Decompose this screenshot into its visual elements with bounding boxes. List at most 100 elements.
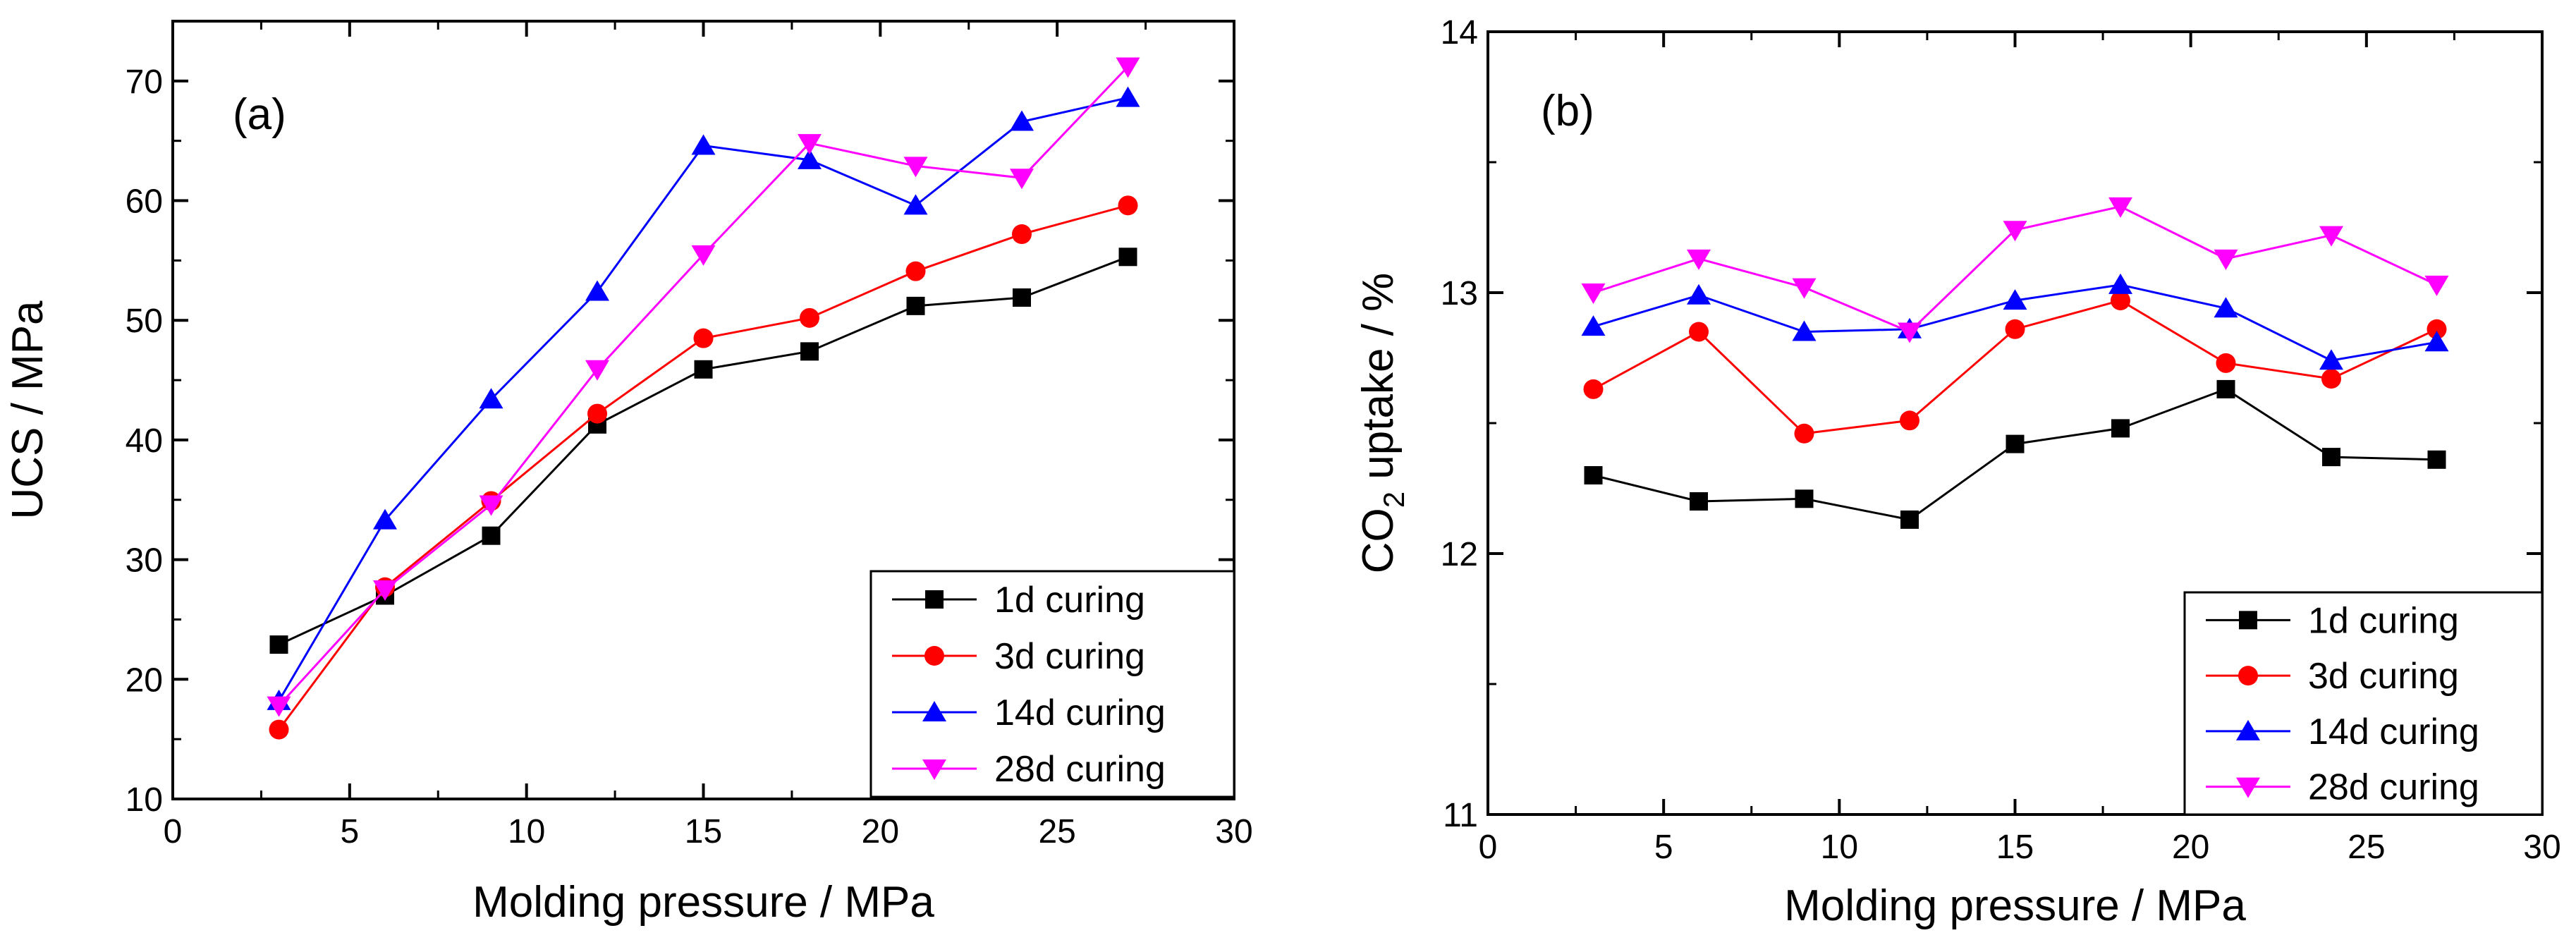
data-point <box>1795 489 1814 508</box>
legend-label: 14d curing <box>994 692 1166 733</box>
data-point <box>1583 379 1604 399</box>
y-tick-label: 11 <box>1443 797 1478 834</box>
legend-label: 3d curing <box>994 636 1145 677</box>
data-point <box>2216 353 2236 373</box>
legend-item: 28d curing <box>892 749 1166 790</box>
data-point <box>373 508 397 530</box>
data-point <box>800 342 819 361</box>
data-point <box>1012 224 1032 245</box>
data-point <box>903 157 928 178</box>
y-axis-label: UCS / MPa <box>4 300 52 520</box>
x-tick-label: 10 <box>508 813 545 850</box>
data-point <box>1010 110 1034 131</box>
panel-a: 0 5 10 15 20 25 30 10 20 30 40 50 60 70 Molding pressu… <box>4 20 1253 927</box>
y-axis-label-main: CO <box>1354 508 1403 573</box>
data-point <box>2319 349 2343 370</box>
data-point <box>800 307 819 328</box>
data-point <box>1690 492 1708 511</box>
data-point <box>2427 319 2447 339</box>
legend-item: 3d curing <box>892 636 1145 677</box>
data-point <box>1584 466 1603 484</box>
panel-b: 0 5 10 15 20 25 30 11 12 13 14 Molding pressure / M… <box>1354 14 2561 930</box>
series-14d-curing <box>1581 273 2449 370</box>
x-tick-label: 0 <box>1479 829 1498 866</box>
x-tick-label: 20 <box>862 813 899 850</box>
data-point <box>2216 379 2235 398</box>
data-point <box>2003 221 2027 242</box>
data-point <box>1013 288 1031 307</box>
y-tick-label: 40 <box>126 422 163 460</box>
x-axis-label: Molding pressure / MPa <box>1784 881 2246 930</box>
data-point <box>2427 450 2446 469</box>
data-point <box>905 261 926 281</box>
data-point <box>2214 249 2238 270</box>
y-tick-label: 60 <box>126 183 163 221</box>
y-axis-label-rest: uptake / % <box>1354 273 1403 492</box>
data-point <box>2321 369 2341 389</box>
data-point <box>2424 275 2449 296</box>
legend-marker <box>2236 719 2260 740</box>
legend-label: 28d curing <box>994 749 1166 790</box>
legend-marker <box>2239 611 2257 630</box>
data-point <box>2322 448 2340 467</box>
x-tick-label: 15 <box>1996 829 2034 866</box>
y-tick-label: 10 <box>126 781 163 819</box>
data-point <box>1010 169 1034 190</box>
data-point <box>1900 410 1919 431</box>
data-point <box>269 719 289 740</box>
x-tick-label: 30 <box>2523 829 2560 866</box>
data-point <box>798 148 822 169</box>
x-tick-label: 25 <box>1038 813 1075 850</box>
y-tick-label: 14 <box>1441 14 1478 51</box>
data-point <box>2111 419 2130 438</box>
data-point <box>903 194 928 215</box>
legend: 1d curing 3d curing 14d curing 28d curing <box>2183 591 2544 816</box>
data-point <box>1689 322 1709 342</box>
data-point <box>1118 248 1137 267</box>
x-tick-label: 10 <box>1821 829 1858 866</box>
panel-label: (b) <box>1541 87 1594 135</box>
series-1d-curing <box>269 248 1137 654</box>
series-28d-curing <box>267 57 1140 717</box>
legend-marker <box>924 646 944 666</box>
x-tick-label: 20 <box>2172 829 2209 866</box>
data-point <box>2006 434 2025 453</box>
data-point <box>1792 320 1817 341</box>
data-point <box>691 245 716 266</box>
data-point <box>1794 423 1814 444</box>
legend-label: 28d curing <box>2308 767 2479 808</box>
data-point <box>373 580 397 602</box>
x-axis-label: Molding pressure / MPa <box>472 878 934 927</box>
data-point <box>2005 319 2025 339</box>
data-point <box>906 296 925 315</box>
data-point <box>587 403 607 424</box>
data-point <box>1900 510 1919 529</box>
data-point <box>694 360 713 379</box>
data-point <box>1116 86 1140 107</box>
data-point <box>691 134 716 155</box>
x-tick-label: 5 <box>340 813 359 850</box>
legend-item: 1d curing <box>892 580 1145 621</box>
legend-item: 14d curing <box>892 692 1166 733</box>
series-1d-curing <box>1584 379 2446 529</box>
legend-label: 3d curing <box>2308 656 2459 697</box>
data-point <box>2424 331 2449 352</box>
data-point <box>1116 57 1140 78</box>
data-point <box>1581 315 1606 336</box>
data-point <box>479 495 503 516</box>
y-tick-label: 50 <box>126 303 163 340</box>
data-point <box>1792 278 1817 299</box>
y-tick-label: 20 <box>126 661 163 699</box>
legend-label: 1d curing <box>2308 600 2459 641</box>
data-point <box>1687 249 1711 270</box>
y-axis-label: CO2 uptake / % <box>1354 273 1410 574</box>
data-point <box>482 526 501 545</box>
data-point <box>798 134 822 155</box>
data-point <box>2003 289 2027 310</box>
series-3d-curing <box>1583 291 2447 444</box>
data-point <box>693 328 714 348</box>
data-point <box>585 360 609 381</box>
legend-marker <box>925 590 944 609</box>
series-line <box>1593 388 2437 521</box>
